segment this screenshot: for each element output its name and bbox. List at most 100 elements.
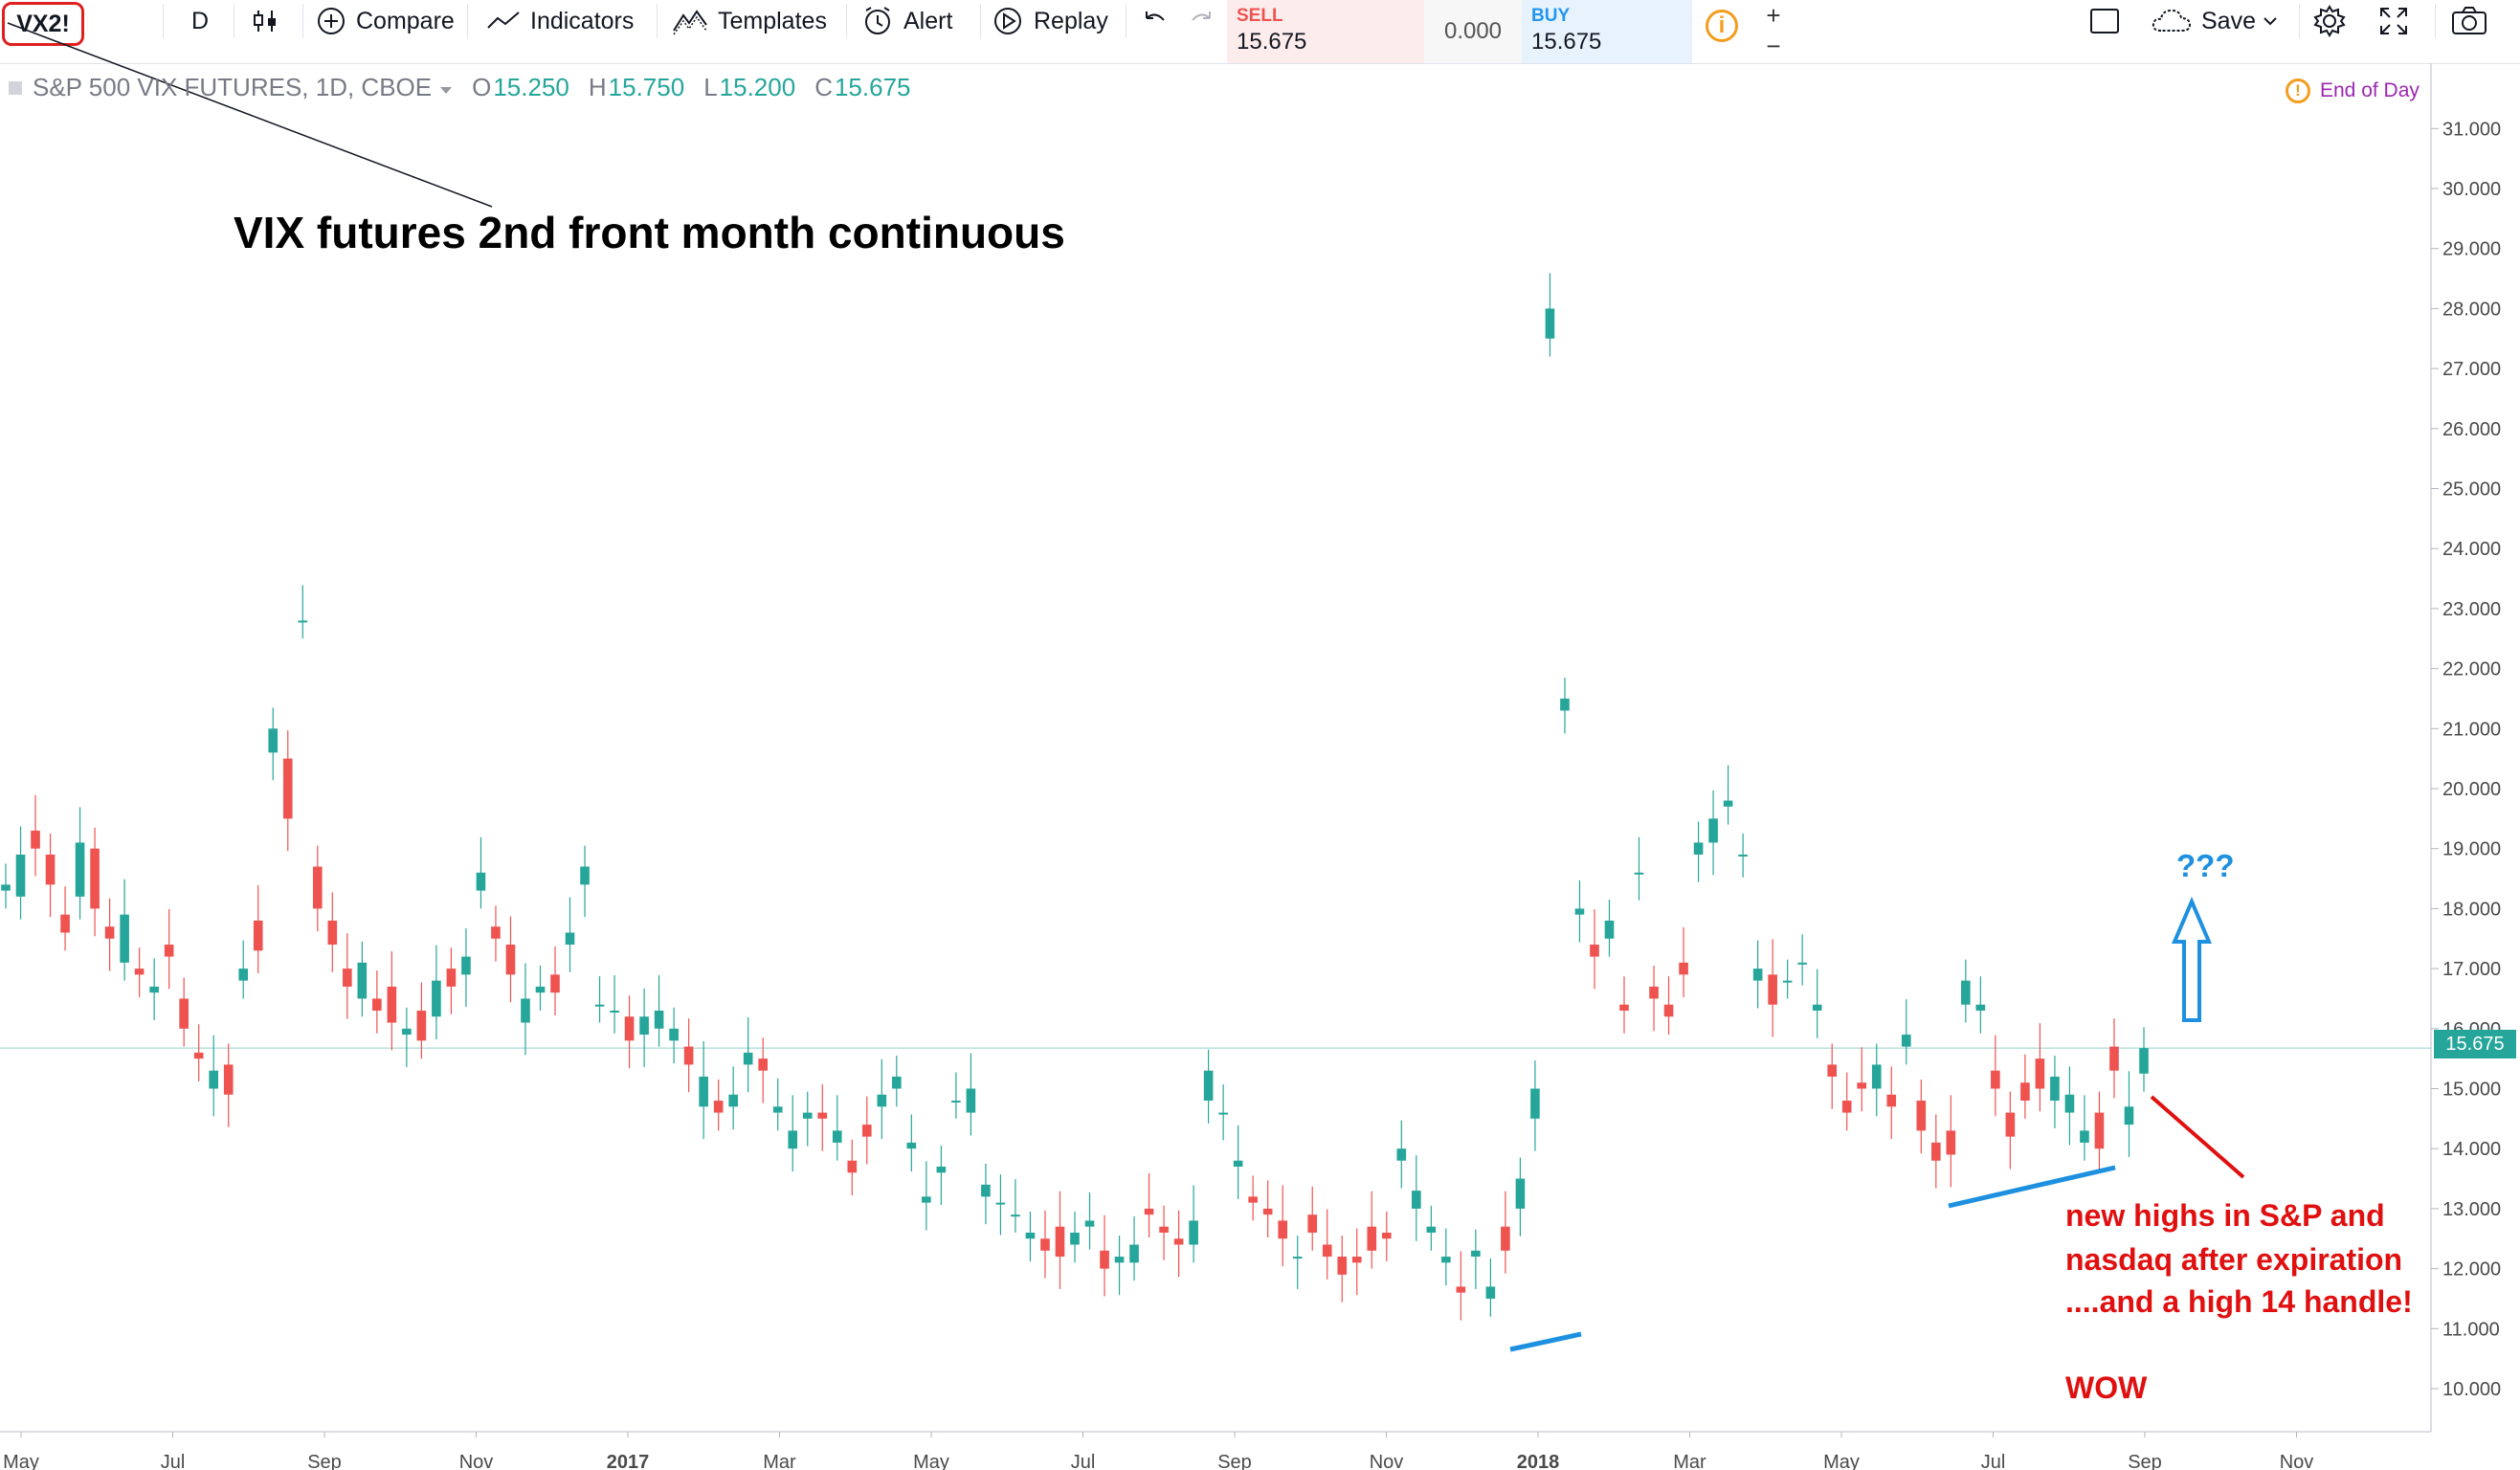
annotation-line-1[interactable]: new highs in S&P and — [2065, 1198, 2385, 1233]
high-key: H — [588, 73, 607, 101]
candle-down — [1322, 1244, 1332, 1258]
time-axis[interactable]: May Jul Sep Nov 2017 Mar May Jul Sep Nov 2018 Mar Ma… — [3, 1432, 2313, 1470]
annotation-line-2[interactable]: nasdaq after expiration — [2065, 1242, 2403, 1277]
price-axis[interactable]: 10.00011.00012.00013.00014.00015.00016.0… — [2431, 119, 2501, 1400]
layout-button[interactable] — [2088, 0, 2121, 42]
quantity-plus-button[interactable]: + — [1766, 0, 1781, 30]
candle-up — [951, 1101, 961, 1103]
time-tick-label: Sep — [2128, 1452, 2162, 1470]
candle-down — [1857, 1082, 1867, 1089]
candle-up — [1203, 1070, 1214, 1102]
candle-down — [1619, 1004, 1629, 1011]
candle-down — [372, 998, 382, 1011]
series-title: S&P 500 VIX FUTURES, 1D, CBOE — [33, 73, 433, 101]
candle-up — [1233, 1160, 1243, 1168]
annotation-wow[interactable]: WOW — [2065, 1370, 2148, 1405]
candle-up — [1441, 1257, 1451, 1263]
compare-button[interactable]: Compare — [316, 0, 455, 42]
close-value: 15.675 — [834, 73, 911, 101]
candle-down — [327, 920, 338, 946]
alert-button[interactable]: Alert — [861, 0, 952, 42]
price-tick-label: 27.000 — [2442, 359, 2501, 380]
redo-button[interactable] — [1187, 0, 1215, 42]
save-label: Save — [2201, 7, 2256, 34]
candle-up — [906, 1142, 917, 1149]
candle-down — [90, 848, 100, 909]
annotation-line-3[interactable]: ....and a high 14 handle! — [2065, 1284, 2413, 1319]
candle-up — [1812, 1004, 1822, 1011]
candle-down — [2005, 1112, 2016, 1137]
alert-clock-icon — [861, 5, 894, 37]
time-tick-label: 2018 — [1517, 1452, 1560, 1470]
candle-down — [1278, 1220, 1288, 1239]
collapse-legend-icon[interactable] — [8, 80, 23, 96]
candle-down — [134, 969, 145, 975]
symbol-search-button[interactable]: VX2! — [2, 2, 84, 46]
annotation-red-arrow-line — [2150, 1095, 2245, 1179]
annotation-question[interactable]: ??? — [2176, 848, 2235, 883]
save-button[interactable]: Save — [2150, 0, 2256, 42]
candlestick-series — [1, 273, 2149, 1321]
end-of-day-notice[interactable]: ! End of Day — [2286, 78, 2420, 103]
bar-style-button[interactable] — [251, 0, 279, 42]
templates-button[interactable]: Templates — [672, 0, 827, 42]
end-of-day-label: End of Day — [2320, 79, 2420, 101]
undo-button[interactable] — [1141, 0, 1170, 42]
candle-down — [1886, 1094, 1897, 1107]
top-toolbar: VX2! D Compare Indicators Templates Aler… — [0, 0, 2520, 64]
candle-down — [817, 1112, 828, 1119]
price-tick-label: 26.000 — [2442, 419, 2501, 440]
settings-button[interactable] — [2312, 0, 2347, 42]
candle-down — [2020, 1082, 2030, 1102]
candle-down — [2109, 1046, 2119, 1071]
high-value: 15.750 — [608, 73, 685, 101]
annotation-pointer-line — [7, 22, 493, 208]
candle-up — [2050, 1076, 2060, 1102]
templates-label: Templates — [718, 7, 827, 34]
candle-up — [1114, 1257, 1125, 1263]
fullscreen-button[interactable] — [2377, 0, 2410, 42]
quantity-minus-button[interactable]: − — [1766, 31, 1781, 60]
candle-up — [772, 1106, 783, 1113]
support-trendline-2017 — [1509, 1331, 1582, 1352]
candle-up — [1871, 1064, 1882, 1089]
sell-button[interactable]: SELL 15.675 — [1227, 0, 1424, 63]
candle-up — [1485, 1286, 1496, 1299]
price-tick-label: 17.000 — [2442, 959, 2501, 980]
snapshot-button[interactable] — [2450, 0, 2488, 42]
bar-style-icon — [251, 7, 279, 35]
candle-up — [1560, 698, 1570, 711]
candle-down — [1367, 1226, 1377, 1251]
candle-up — [238, 969, 249, 981]
toolbar-divider — [302, 4, 303, 38]
info-icon[interactable]: i — [1706, 10, 1738, 42]
indicators-button[interactable]: Indicators — [486, 0, 634, 42]
toolbar-divider — [2435, 4, 2436, 38]
save-menu-button[interactable] — [2261, 0, 2280, 42]
interval-button[interactable]: D — [191, 0, 209, 42]
buy-button[interactable]: BUY 15.675 — [1522, 0, 1692, 63]
interval-label: D — [191, 7, 210, 34]
camera-icon — [2450, 5, 2488, 37]
templates-icon — [672, 6, 708, 36]
undo-icon — [1141, 7, 1170, 35]
time-tick-label: Nov — [459, 1452, 494, 1470]
candle-up — [357, 962, 368, 999]
chevron-down-icon[interactable] — [439, 73, 453, 102]
candle-up — [402, 1028, 412, 1036]
candle-up — [1129, 1244, 1139, 1263]
candle-up — [743, 1052, 753, 1065]
candle-up — [832, 1130, 842, 1143]
price-tick-label: 10.000 — [2442, 1379, 2501, 1400]
price-tick-label: 24.000 — [2442, 539, 2501, 560]
candle-up — [654, 1010, 664, 1029]
annotation-title[interactable]: VIX futures 2nd front month continuous — [234, 208, 1065, 257]
replay-button[interactable]: Replay — [992, 0, 1108, 42]
candle-down — [446, 969, 457, 987]
candle-up — [149, 986, 159, 993]
candle-up — [1396, 1148, 1407, 1161]
time-tick-label: Sep — [307, 1452, 342, 1470]
candle-up — [610, 1010, 619, 1013]
